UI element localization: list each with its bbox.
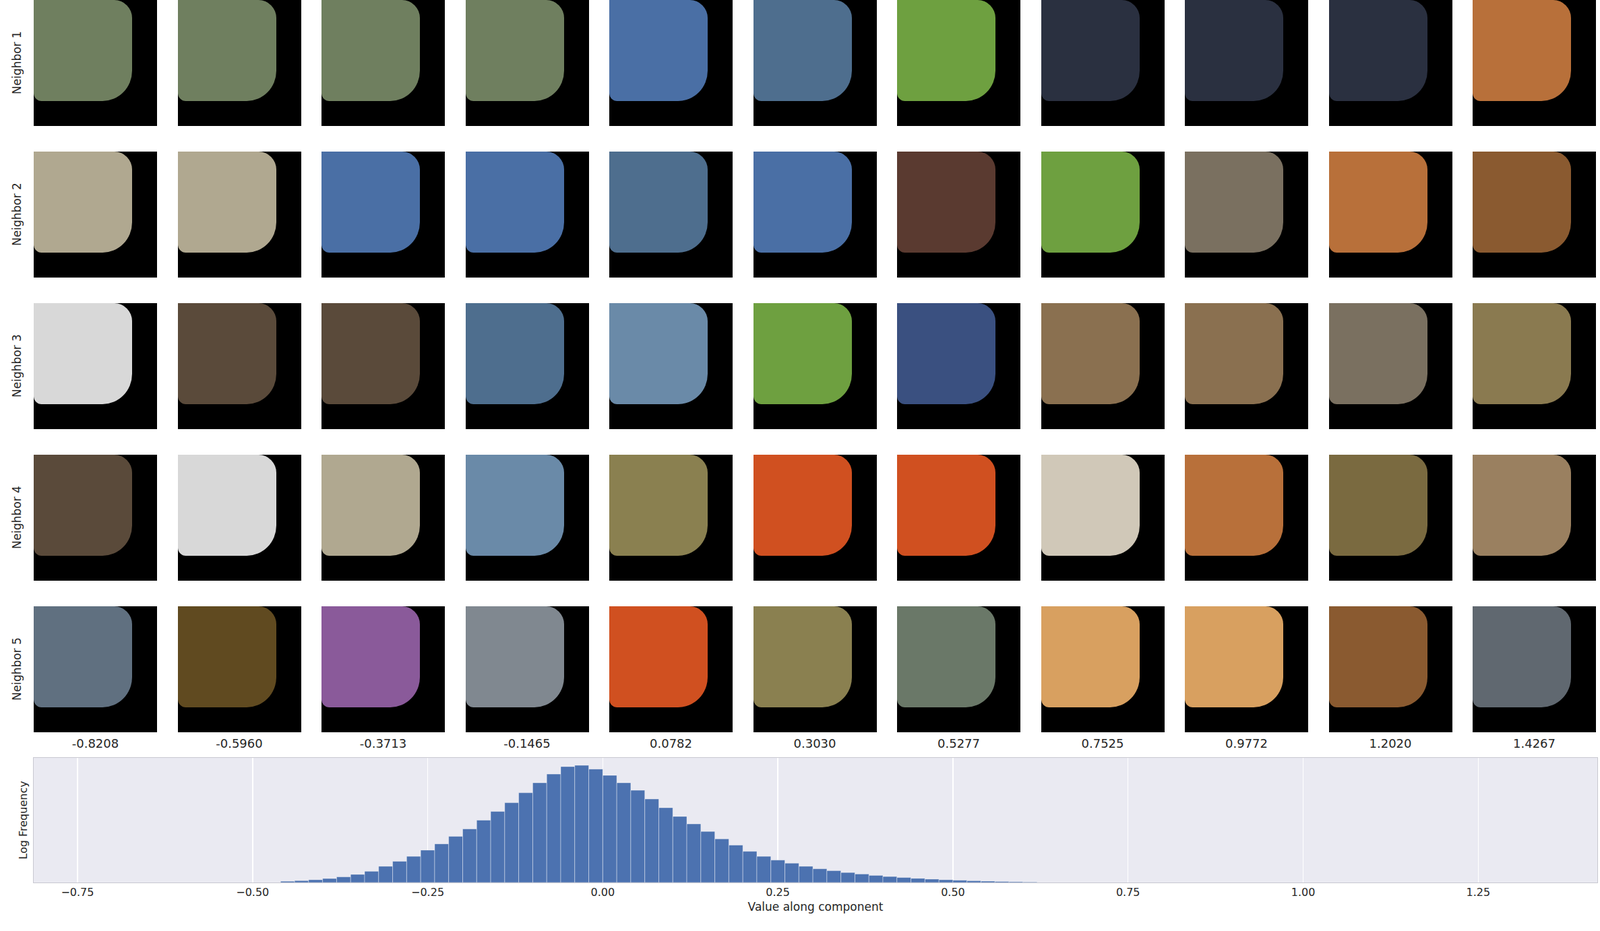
html-text:-0.3713: -0.3713 — [359, 736, 407, 751]
svg-text:1.00: 1.00 — [1291, 886, 1316, 900]
html-text:0.9772: 0.9772 — [1225, 736, 1268, 751]
svg-text:1.25: 1.25 — [1466, 886, 1491, 900]
html-text:Neighbor 4: Neighbor 4 — [9, 485, 23, 549]
html-text:Neighbor 5: Neighbor 5 — [9, 637, 23, 701]
svg-text:0.75: 0.75 — [1116, 886, 1141, 900]
html-text:Neighbor 3: Neighbor 3 — [9, 334, 23, 398]
svg-text:−0.75: −0.75 — [60, 886, 94, 900]
html-text:1.2020: 1.2020 — [1369, 736, 1412, 751]
html-text:-0.5960: -0.5960 — [215, 736, 263, 751]
html-text:Neighbor 2: Neighbor 2 — [9, 182, 23, 246]
svg-text:−0.50: −0.50 — [235, 886, 269, 900]
html-text:0.3030: 0.3030 — [793, 736, 837, 751]
html-text:-0.8208: -0.8208 — [71, 736, 119, 751]
svg-text:0.50: 0.50 — [940, 886, 966, 900]
svg-text:0.00: 0.00 — [591, 886, 616, 900]
html-text:0.5277: 0.5277 — [937, 736, 980, 751]
svg-text:0.25: 0.25 — [765, 886, 790, 900]
html-text:Neighbor 1: Neighbor 1 — [9, 30, 23, 94]
html-text:1.4267: 1.4267 — [1513, 736, 1556, 751]
svg-text:−0.25: −0.25 — [411, 886, 445, 900]
html-text:0.0782: 0.0782 — [649, 736, 693, 751]
html-text:-0.1465: -0.1465 — [503, 736, 551, 751]
svg-text:Value along component: Value along component — [748, 900, 884, 914]
svg-text:Log Frequency: Log Frequency — [16, 781, 30, 860]
html-text:0.7525: 0.7525 — [1081, 736, 1124, 751]
